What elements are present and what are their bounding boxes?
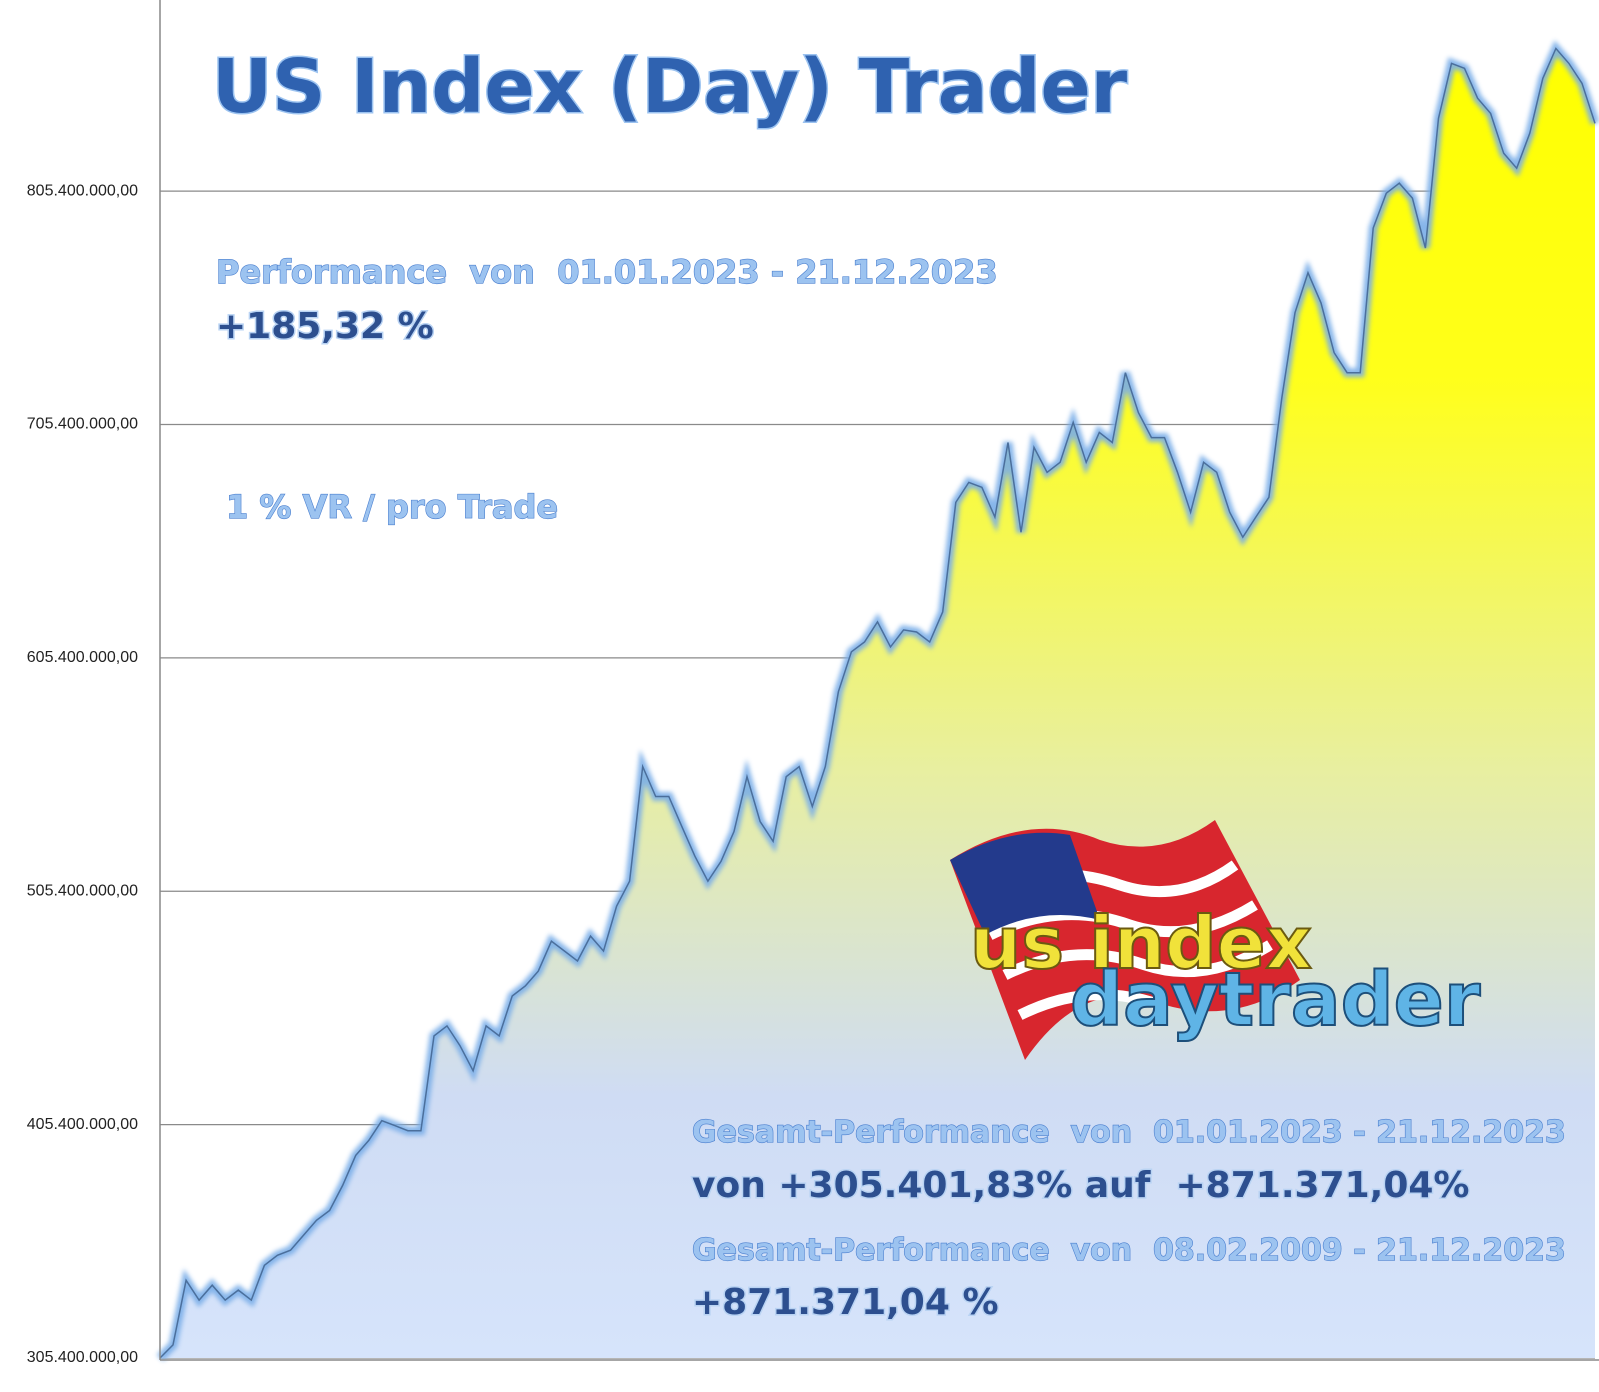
y-tick-label: 505.400.000,00 <box>27 882 138 899</box>
series <box>156 40 1599 1362</box>
y-tick-label: 405.400.000,00 <box>27 1116 138 1133</box>
annotation: Performance von 01.01.2023 - 21.12.2023 <box>216 253 998 291</box>
annotation: von +305.401,83% auf +871.371,04% <box>692 1165 1470 1206</box>
y-tick-label: 805.400.000,00 <box>27 182 138 199</box>
annotation: Gesamt-Performance von 01.01.2023 - 21.1… <box>692 1115 1566 1150</box>
annotation: 1 % VR / pro Trade <box>226 488 558 526</box>
logo-text: daytrader <box>1070 957 1481 1043</box>
flag-stripes <box>972 860 1273 1020</box>
chart-title: US Index (Day) Trader <box>212 44 1128 130</box>
logo: us index daytrader <box>950 820 1482 1060</box>
y-tick-label: 705.400.000,00 <box>27 416 138 433</box>
y-tick-label: 605.400.000,00 <box>27 649 138 666</box>
annotation: +185,32 % <box>216 306 434 347</box>
area <box>160 48 1595 1358</box>
annotation: Gesamt-Performance von 08.02.2009 - 21.1… <box>692 1233 1566 1268</box>
flag-canton <box>950 832 1100 935</box>
logo-text: us index <box>970 901 1312 985</box>
line <box>159 47 1596 1359</box>
y-tick-label: 305.400.000,00 <box>27 1349 138 1366</box>
annotation: +871.371,04 % <box>692 1282 999 1323</box>
